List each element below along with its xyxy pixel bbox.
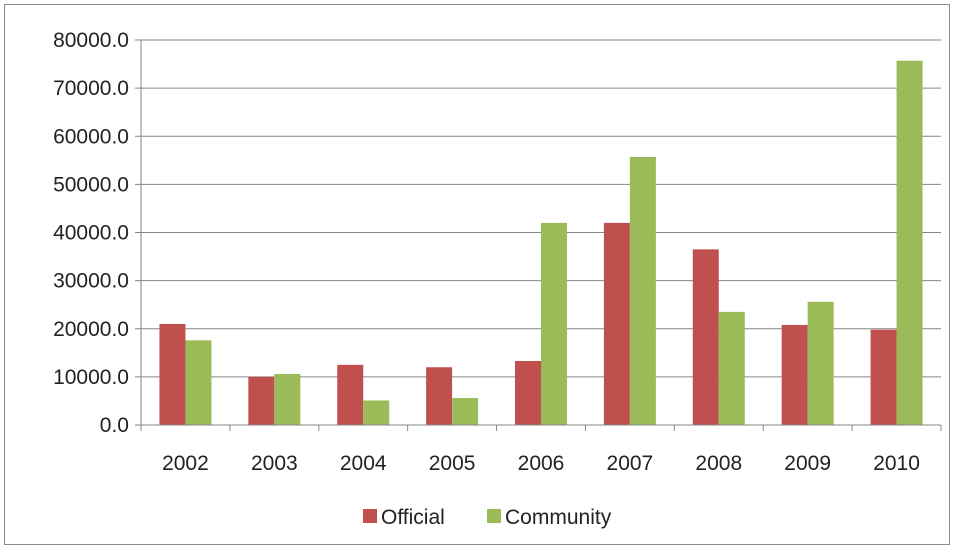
y-tick-label: 70000.0	[53, 77, 129, 100]
legend-swatch-community	[487, 509, 501, 523]
y-tick-label: 60000.0	[53, 125, 129, 148]
bar-community-2006	[541, 222, 567, 425]
y-axis: 0.0 10000.0 20000.0 30000.0 40000.0 50000.0 60…	[53, 29, 142, 437]
bar-official-2009	[781, 324, 808, 425]
y-tick-label: 30000.0	[53, 270, 129, 293]
bar-community-2002	[185, 340, 212, 425]
legend-label-official: Official	[381, 506, 445, 529]
x-tick-label: 2009	[784, 452, 831, 475]
x-tick-label: 2008	[695, 452, 742, 475]
x-tick-label: 2010	[873, 452, 920, 475]
chart-frame	[4, 4, 950, 545]
bar-official-2010	[870, 329, 897, 425]
bar-official-2002	[159, 323, 186, 425]
bar-official-2008	[692, 249, 719, 425]
bar-community-2010	[896, 60, 923, 425]
x-tick-label: 2005	[429, 452, 476, 475]
y-tick-label: 10000.0	[53, 366, 129, 389]
x-tick-label: 2003	[251, 452, 298, 475]
bar-community-2005	[452, 398, 479, 425]
bar-community-2004	[363, 400, 390, 425]
y-tick-label: 20000.0	[53, 318, 129, 341]
y-tick-label: 40000.0	[53, 222, 129, 245]
bar-official-2003	[248, 376, 275, 425]
bar-official-2005	[426, 367, 453, 425]
bar-community-2008	[718, 311, 745, 425]
legend-label-community: Community	[505, 506, 612, 529]
bar-community-2003	[274, 373, 301, 425]
x-axis: 2002 2003 2004 2005 2006 2007 2008 2009 2010	[140, 424, 942, 475]
bars	[159, 60, 923, 425]
bar-community-2009	[807, 301, 834, 425]
bar-official-2004	[337, 364, 364, 425]
x-tick-label: 2002	[162, 452, 209, 475]
x-tick-label: 2007	[607, 452, 654, 475]
x-tick-label: 2006	[518, 452, 565, 475]
y-tick-label: 80000.0	[53, 29, 129, 52]
legend: Official Community	[363, 506, 612, 529]
legend-swatch-official	[363, 509, 377, 523]
x-tick-label: 2004	[340, 452, 387, 475]
bar-community-2007	[629, 156, 656, 425]
y-tick-label: 50000.0	[53, 173, 129, 196]
y-tick-label: 0.0	[100, 414, 129, 437]
bar-official-2007	[603, 222, 630, 425]
bar-official-2006	[515, 360, 541, 425]
